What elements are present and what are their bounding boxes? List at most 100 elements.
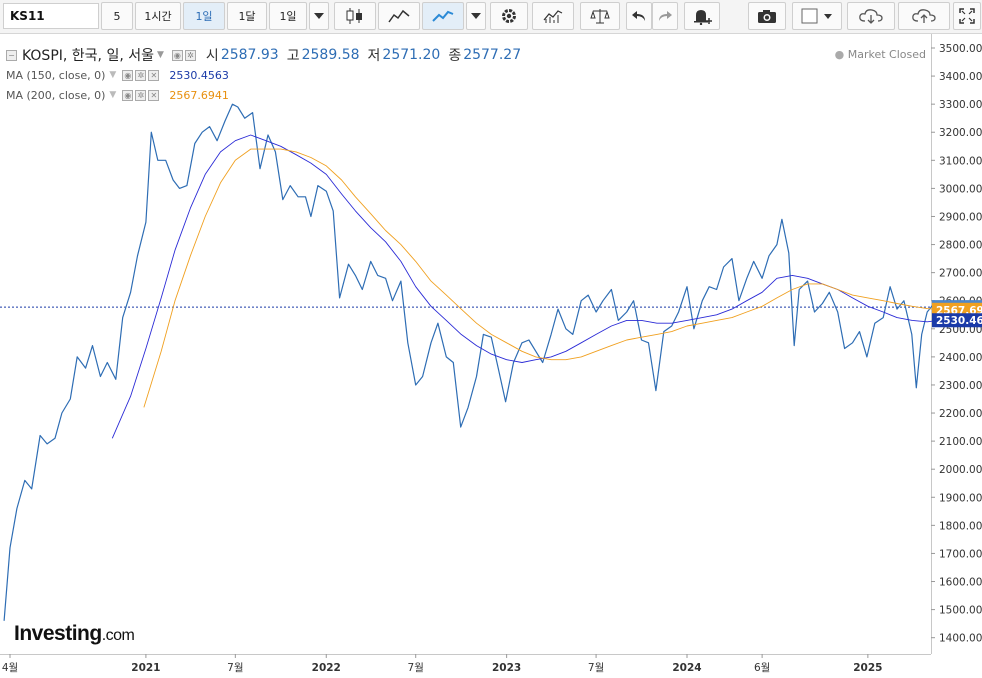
ma200-value: 2567.6941 bbox=[169, 88, 229, 102]
redo-icon bbox=[659, 11, 672, 21]
x-tick-label: 2021 bbox=[131, 662, 160, 674]
x-tick-label: 2023 bbox=[492, 662, 521, 674]
indicators-icon bbox=[543, 10, 563, 23]
y-tick-label: 2700.00 bbox=[939, 268, 982, 280]
indicators-button[interactable] bbox=[532, 2, 574, 30]
high-value: 2589.58 bbox=[301, 47, 360, 63]
ma150-dropdown-icon[interactable]: ▼ bbox=[109, 70, 117, 80]
legend-main-row: − KOSPI, 한국, 일, 서울 ▼ ◉ ✲ 시 2587.93 고 2589.… bbox=[6, 45, 521, 65]
ma150-remove-icon[interactable]: ✕ bbox=[148, 69, 160, 81]
alert-icon bbox=[694, 10, 712, 25]
y-tick-label: 3500.00 bbox=[939, 43, 982, 55]
market-status: ● Market Closed bbox=[835, 48, 926, 61]
area-chart-button[interactable] bbox=[378, 2, 420, 30]
settings-button[interactable] bbox=[490, 2, 528, 30]
interval-1day-button[interactable]: 1일 bbox=[183, 2, 225, 30]
candlestick-button[interactable] bbox=[334, 2, 376, 30]
ma150-value: 2530.4563 bbox=[169, 68, 229, 82]
ma200-dropdown-icon[interactable]: ▼ bbox=[109, 90, 117, 100]
open-label: 시 bbox=[205, 48, 219, 64]
y-tick-label: 1400.00 bbox=[939, 633, 982, 645]
chevron-down-icon bbox=[314, 13, 324, 19]
y-tick-label: 1900.00 bbox=[939, 492, 982, 504]
ma200-label: MA (200, close, 0) bbox=[6, 88, 106, 102]
load-chart-button[interactable] bbox=[847, 2, 895, 30]
ma200-line bbox=[143, 148, 941, 408]
line-chart-icon bbox=[432, 10, 454, 22]
interval-input[interactable]: 5 bbox=[101, 2, 133, 30]
y-tick-label: 3400.00 bbox=[939, 71, 982, 83]
area-chart-icon bbox=[388, 9, 410, 23]
y-tick-label: 1700.00 bbox=[939, 548, 982, 560]
undo-button[interactable] bbox=[626, 2, 652, 30]
ma150-value-label-bg bbox=[932, 313, 982, 328]
layout-icon bbox=[801, 8, 832, 24]
ma150-value-label: 2530.46 bbox=[936, 315, 982, 327]
y-tick-label: 2000.00 bbox=[939, 464, 982, 476]
interval-day-button[interactable]: 1일 bbox=[269, 2, 307, 30]
y-tick-label: 1500.00 bbox=[939, 605, 982, 617]
cloud-download-icon bbox=[859, 9, 883, 24]
gear-icon[interactable]: ✲ bbox=[184, 49, 196, 61]
interval-1month-button[interactable]: 1달 bbox=[227, 2, 267, 30]
low-label: 저 bbox=[367, 48, 381, 64]
kospi-price-line bbox=[3, 103, 941, 621]
y-tick-label: 3300.00 bbox=[939, 99, 982, 111]
chevron-down-icon bbox=[471, 13, 481, 19]
y-tick-label: 1600.00 bbox=[939, 577, 982, 589]
fullscreen-icon bbox=[959, 8, 975, 24]
y-tick-label: 2100.00 bbox=[939, 436, 982, 448]
y-tick-label: 2900.00 bbox=[939, 211, 982, 223]
open-value: 2587.93 bbox=[220, 47, 279, 63]
compare-icon bbox=[590, 9, 610, 24]
collapse-icon[interactable]: − bbox=[6, 49, 17, 61]
ma150-label: MA (150, close, 0) bbox=[6, 68, 106, 82]
logo-main-text: Investing bbox=[14, 622, 102, 645]
status-dot-icon: ● bbox=[834, 48, 845, 61]
redo-button[interactable] bbox=[652, 2, 678, 30]
price-chart[interactable]: 3500.00 3400.00 3300.00 3200.00 3100.00 3000.… bbox=[0, 34, 982, 678]
layout-button[interactable] bbox=[792, 2, 842, 30]
ma150-visibility-icon[interactable]: ◉ bbox=[122, 69, 134, 81]
y-tick-label: 3200.00 bbox=[939, 127, 982, 139]
high-label: 고 bbox=[286, 48, 300, 64]
gear-icon bbox=[502, 9, 516, 23]
investing-logo: Investing.com bbox=[14, 622, 135, 646]
legend-ma150-row: MA (150, close, 0) ▼ ◉ ✲ ✕ 2530.4563 bbox=[6, 65, 521, 85]
fullscreen-button[interactable] bbox=[953, 2, 981, 30]
ma150-line bbox=[111, 134, 941, 439]
ma200-settings-icon[interactable]: ✲ bbox=[135, 89, 147, 101]
symbol-input[interactable]: KS11 bbox=[3, 3, 99, 29]
undo-icon bbox=[632, 11, 645, 21]
chart-type-dropdown-button[interactable] bbox=[466, 2, 486, 30]
market-status-text: Market Closed bbox=[847, 48, 926, 61]
legend-title: KOSPI, 한국, 일, 서울 bbox=[22, 48, 154, 64]
compare-button[interactable] bbox=[580, 2, 620, 30]
x-tick-label: 7월 bbox=[588, 662, 604, 674]
y-tick-label: 2400.00 bbox=[939, 352, 982, 364]
add-alert-button[interactable] bbox=[684, 2, 720, 30]
close-label: 종 bbox=[448, 48, 462, 64]
chart-legend: − KOSPI, 한국, 일, 서울 ▼ ◉ ✲ 시 2587.93 고 2589.… bbox=[6, 45, 521, 105]
screenshot-button[interactable] bbox=[748, 2, 786, 30]
y-tick-label: 1800.00 bbox=[939, 520, 982, 532]
ma200-remove-icon[interactable]: ✕ bbox=[148, 89, 160, 101]
x-tick-label: 2025 bbox=[853, 662, 882, 674]
y-tick-label: 2800.00 bbox=[939, 240, 982, 252]
candlestick-icon bbox=[346, 8, 362, 24]
x-tick-label: 2024 bbox=[672, 662, 701, 674]
save-chart-button[interactable] bbox=[898, 2, 950, 30]
line-chart-button[interactable] bbox=[422, 2, 464, 30]
logo-suffix-text: .com bbox=[101, 627, 135, 644]
ma200-visibility-icon[interactable]: ◉ bbox=[122, 89, 134, 101]
ma150-settings-icon[interactable]: ✲ bbox=[135, 69, 147, 81]
y-tick-label: 3000.00 bbox=[939, 183, 982, 195]
visibility-icon[interactable]: ◉ bbox=[171, 49, 183, 61]
cloud-upload-icon bbox=[912, 9, 936, 23]
interval-dropdown-button[interactable] bbox=[309, 2, 329, 30]
legend-ma200-row: MA (200, close, 0) ▼ ◉ ✲ ✕ 2567.6941 bbox=[6, 85, 521, 105]
camera-icon bbox=[758, 10, 776, 23]
interval-1hour-button[interactable]: 1시간 bbox=[135, 2, 181, 30]
low-value: 2571.20 bbox=[382, 47, 441, 63]
legend-dropdown-icon[interactable]: ▼ bbox=[157, 50, 164, 60]
